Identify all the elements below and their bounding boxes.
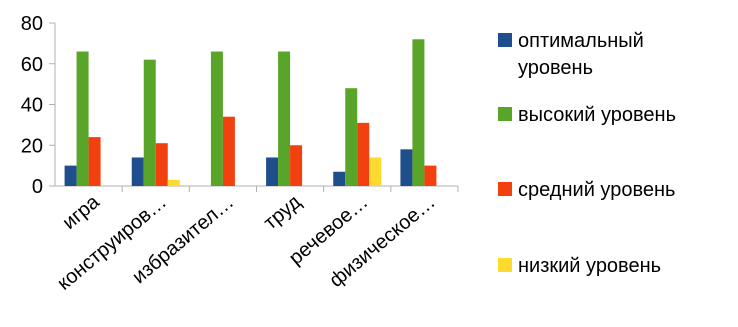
bar-4-2 [167, 179, 180, 186]
legend-label: оптимальный уровень [518, 30, 644, 79]
legend-swatch [498, 258, 512, 272]
bar-3-3 [222, 116, 235, 186]
bar-3-5 [357, 122, 370, 186]
legend-swatch [498, 182, 512, 196]
y-tick-label: 20 [21, 135, 43, 157]
bar-3-4 [290, 145, 303, 186]
legend-swatch [498, 33, 512, 47]
legend-label: средний уровень [518, 179, 675, 201]
bar-2-4 [278, 51, 291, 187]
legend-swatch [498, 107, 512, 121]
bar-3-6 [424, 165, 437, 186]
bar-2-3 [210, 51, 223, 187]
bar-2-1 [76, 51, 89, 187]
bar-1-1 [64, 165, 77, 186]
y-axis-ticks: 0 20 40 60 80 [21, 13, 55, 198]
bar-4-5 [369, 157, 382, 186]
bar-1-6 [400, 149, 413, 186]
bar-2-2 [143, 59, 156, 186]
y-tick-label: 80 [21, 13, 43, 35]
chart-bars [64, 39, 437, 187]
y-tick-label: 0 [32, 176, 43, 198]
bar-2-6 [412, 39, 425, 186]
chart-legend: оптимальный уровень высокий уровень средний… [498, 30, 676, 277]
chart-axes [54, 23, 458, 187]
bar-3-2 [155, 143, 168, 186]
y-tick-label: 40 [21, 95, 43, 117]
x-category-label: труд [260, 191, 306, 234]
bar-2-5 [345, 88, 358, 186]
legend-label: низкий уровень [518, 255, 661, 277]
x-category-label: игра [58, 190, 104, 234]
legend-label: высокий уровень [518, 104, 676, 126]
bar-1-2 [131, 157, 144, 186]
y-tick-label: 60 [21, 54, 43, 76]
bar-3-1 [88, 137, 101, 186]
bar-1-4 [266, 157, 279, 186]
bar-1-5 [333, 171, 346, 186]
